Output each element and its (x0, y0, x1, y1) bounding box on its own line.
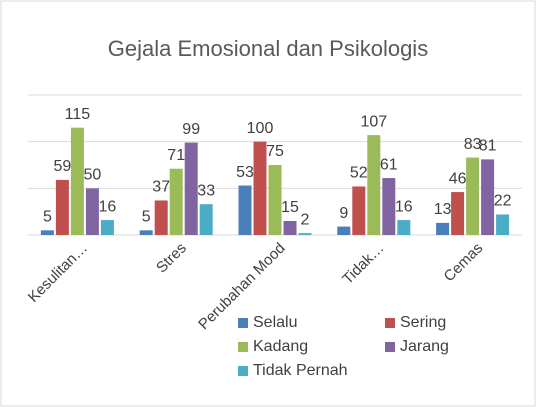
bar (466, 157, 480, 235)
bar (70, 127, 84, 235)
bar (253, 141, 267, 235)
data-label: 61 (380, 156, 398, 173)
data-label: 15 (281, 199, 299, 216)
data-label: 52 (350, 165, 368, 182)
data-label: 33 (197, 182, 215, 199)
legend-swatch (238, 366, 248, 376)
legend-label: Jarang (400, 338, 449, 355)
bar (85, 188, 99, 235)
bar (268, 165, 282, 235)
bar (154, 200, 168, 235)
data-label: 59 (54, 158, 72, 175)
bar (199, 204, 213, 235)
data-label: 16 (99, 198, 117, 215)
data-label: 50 (84, 167, 102, 184)
data-label: 22 (494, 193, 512, 210)
data-label: 5 (142, 209, 151, 226)
bar (100, 220, 114, 235)
legend-swatch (238, 318, 248, 328)
legend-label: Kadang (253, 338, 308, 355)
bar (337, 226, 351, 235)
legend-label: Selalu (253, 314, 297, 331)
bar (283, 221, 297, 235)
data-label: 71 (167, 147, 185, 164)
data-label: 107 (360, 113, 387, 130)
legend-swatch (238, 342, 248, 352)
data-label: 75 (266, 143, 284, 160)
bar (397, 220, 411, 235)
bar (238, 185, 252, 235)
bar (139, 230, 153, 235)
chart-title: Gejala Emosional dan Psikologis (108, 36, 428, 61)
bar (40, 230, 54, 235)
legend-label: Tidak Pernah (253, 362, 348, 379)
legend-swatch (385, 318, 395, 328)
bar (496, 214, 510, 235)
bar (352, 186, 366, 235)
bar (436, 222, 450, 235)
data-label: 9 (339, 205, 348, 222)
bar (382, 178, 396, 235)
data-label: 53 (236, 164, 254, 181)
data-label: 99 (182, 121, 200, 138)
bar (298, 233, 312, 235)
data-label: 46 (449, 170, 467, 187)
bar (169, 168, 183, 235)
bar (451, 192, 465, 235)
data-label: 81 (479, 138, 497, 155)
data-label: 2 (301, 211, 310, 228)
data-label: 115 (65, 106, 91, 123)
legend-label: Sering (400, 314, 446, 331)
data-label: 13 (434, 201, 452, 218)
bar (184, 142, 198, 235)
bar (55, 179, 69, 235)
data-label: 16 (395, 198, 413, 215)
data-label: 83 (464, 136, 482, 153)
legend-swatch (385, 342, 395, 352)
bar (367, 135, 381, 235)
data-label: 37 (152, 179, 170, 196)
data-label: 100 (247, 120, 274, 137)
data-label: 5 (43, 209, 52, 226)
bar (481, 159, 495, 235)
